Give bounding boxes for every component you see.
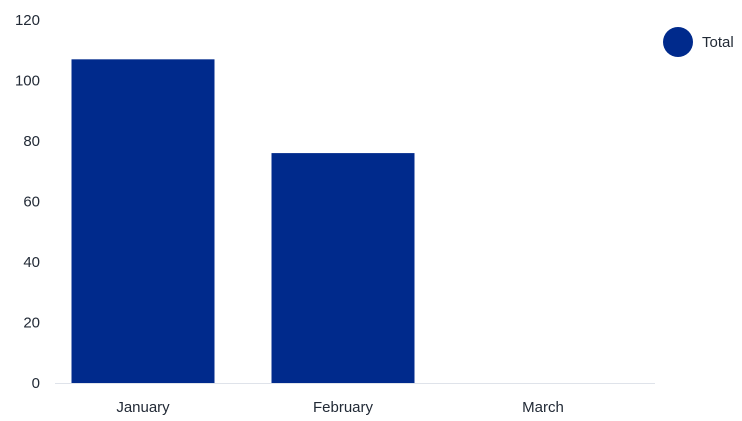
x-axis: January February March bbox=[116, 399, 564, 416]
y-tick-label-60: 60 bbox=[23, 194, 40, 211]
legend[interactable]: Total bbox=[663, 27, 734, 57]
y-tick-label-20: 20 bbox=[23, 315, 40, 332]
legend-marker-total bbox=[663, 27, 693, 57]
y-tick-label-40: 40 bbox=[23, 254, 40, 271]
legend-label-total: Total bbox=[702, 34, 734, 51]
y-tick-label-100: 100 bbox=[15, 73, 40, 90]
y-tick-label-80: 80 bbox=[23, 133, 40, 150]
bar-series-total bbox=[71, 59, 415, 383]
y-axis: 0 20 40 60 80 100 120 bbox=[15, 12, 40, 392]
y-tick-label-0: 0 bbox=[32, 375, 40, 392]
bar-january[interactable] bbox=[71, 59, 215, 383]
bar-february[interactable] bbox=[271, 153, 415, 383]
x-tick-label-march: March bbox=[522, 399, 564, 416]
x-tick-label-january: January bbox=[116, 399, 170, 416]
x-tick-label-february: February bbox=[313, 399, 374, 416]
y-tick-label-120: 120 bbox=[15, 12, 40, 29]
